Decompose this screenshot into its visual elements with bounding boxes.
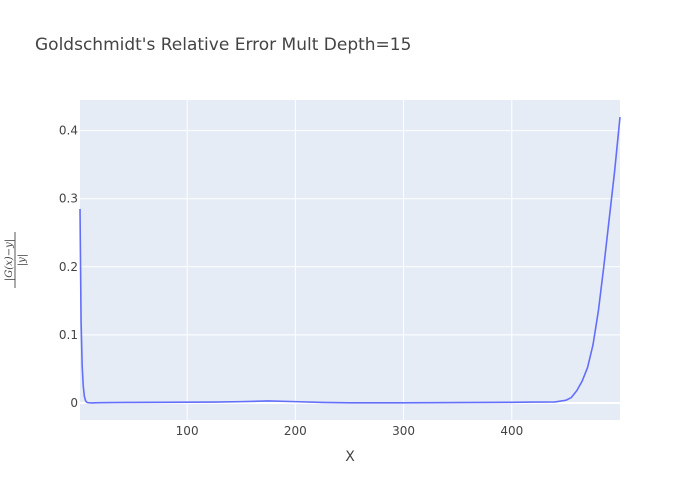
x-axis-title: X	[345, 449, 355, 465]
y-tick-label: 0.2	[59, 260, 78, 274]
y-axis-title: |G(x)−y| |y|	[4, 232, 28, 288]
y-axis-ticks: 0 0.1 0.2 0.3 0.4	[59, 124, 78, 410]
y-tick-label: 0.1	[59, 328, 78, 342]
x-tick-label: 200	[284, 424, 307, 438]
y-axis-title-numerator: |G(x)−y|	[4, 239, 15, 281]
y-tick-label: 0	[70, 396, 78, 410]
chart-title: Goldschmidt's Relative Error Mult Depth=…	[35, 35, 411, 55]
series-layer	[79, 116, 621, 404]
y-axis-title-denominator: |y|	[17, 254, 28, 266]
x-axis-ticks: 100 200 300 400	[176, 424, 524, 438]
y-tick-label: 0.4	[59, 124, 78, 138]
x-tick-label: 400	[500, 424, 523, 438]
x-tick-label: 300	[392, 424, 415, 438]
x-tick-label: 100	[176, 424, 199, 438]
plot-area	[80, 100, 620, 420]
y-tick-label: 0.3	[59, 192, 78, 206]
series-line	[79, 116, 621, 404]
